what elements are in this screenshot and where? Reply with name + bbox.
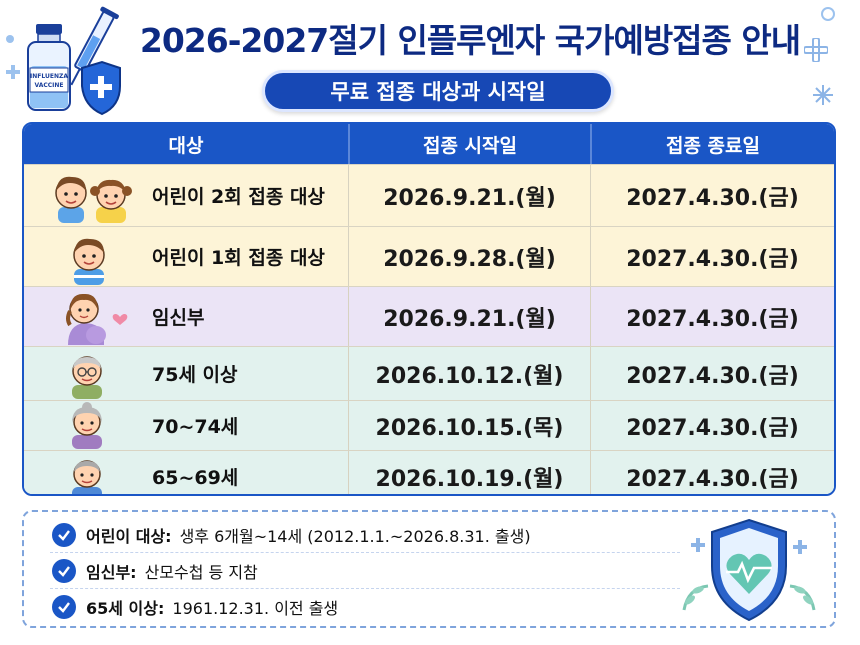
table-row: 75세 이상 2026.10.12.(월) 2027.4.30.(금) (24, 346, 834, 400)
table-row: 임신부 2026.9.21.(월) 2027.4.30.(금) (24, 286, 834, 346)
note-text: 생후 6개월~14세 (2012.1.1.~2026.8.31. 출생) (179, 527, 531, 546)
end-date-cell: 2027.4.30.(금) (590, 451, 834, 494)
table-header: 대상 접종 시작일 접종 종료일 (24, 124, 834, 164)
table-row: 어린이 1회 접종 대상 2026.9.28.(월) 2027.4.30.(금) (24, 226, 834, 286)
svg-text:INFLUENZA: INFLUENZA (30, 73, 68, 80)
table-row: 70~74세 2026.10.15.(목) 2027.4.30.(금) (24, 400, 834, 450)
checkmark-icon (52, 595, 76, 619)
end-date-cell: 2027.4.30.(금) (590, 227, 834, 286)
end-date-cell: 2027.4.30.(금) (590, 165, 834, 226)
table-row: 65~69세 2026.10.19.(월) 2027.4.30.(금) (24, 450, 834, 494)
note-key: 임신부: (86, 563, 137, 582)
two-children-icon (46, 171, 142, 227)
vaccine-vial-icon: INFLUENZA VACCINE (22, 6, 122, 118)
health-shield-icon (674, 514, 824, 628)
start-date-cell: 2026.10.15.(목) (348, 401, 590, 450)
elderly-woman-icon (62, 401, 112, 453)
senior-man-icon (62, 453, 112, 494)
note-item: 임신부: 산모수첩 등 지참 (52, 556, 258, 586)
column-header-end: 접종 종료일 (590, 124, 834, 164)
row-label: 65~69세 (152, 467, 239, 489)
start-date-cell: 2026.9.21.(월) (348, 287, 590, 346)
subtitle-banner: 무료 접종 대상과 시작일 (262, 70, 614, 112)
column-header-target: 대상 (168, 134, 204, 157)
note-text: 1961.12.31. 이전 출생 (172, 599, 339, 618)
end-date-cell: 2027.4.30.(금) (590, 401, 834, 450)
checkmark-icon (52, 559, 76, 583)
note-key: 어린이 대상: (86, 527, 172, 546)
start-date-cell: 2026.9.21.(월) (348, 165, 590, 226)
column-header-start: 접종 시작일 (348, 124, 590, 164)
notes-box: 어린이 대상: 생후 6개월~14세 (2012.1.1.~2026.8.31.… (22, 510, 836, 628)
plus-sign-icon (6, 64, 20, 79)
row-label: 어린이 1회 접종 대상 (152, 247, 325, 269)
note-item: 어린이 대상: 생후 6개월~14세 (2012.1.1.~2026.8.31.… (52, 520, 531, 550)
elderly-man-icon (62, 349, 112, 403)
note-text: 산모수첩 등 지참 (144, 563, 258, 582)
divider (50, 552, 680, 553)
child-icon (64, 231, 114, 289)
start-date-cell: 2026.10.12.(월) (348, 347, 590, 400)
sparkle-icon (820, 6, 836, 22)
end-date-cell: 2027.4.30.(금) (590, 287, 834, 346)
page-title: 2026-2027절기 인플루엔자 국가예방접종 안내 (139, 21, 801, 60)
start-date-cell: 2026.9.28.(월) (348, 227, 590, 286)
table-row: 어린이 2회 접종 대상 2026.9.21.(월) 2027.4.30.(금) (24, 164, 834, 226)
note-item: 65세 이상: 1961.12.31. 이전 출생 (52, 592, 338, 622)
checkmark-icon (52, 523, 76, 547)
snowflake-icon (812, 84, 834, 106)
pregnant-woman-icon (58, 289, 130, 349)
row-label: 70~74세 (152, 416, 239, 438)
start-date-cell: 2026.10.19.(월) (348, 451, 590, 494)
end-date-cell: 2027.4.30.(금) (590, 347, 834, 400)
row-label: 75세 이상 (152, 364, 238, 386)
schedule-table: 대상 접종 시작일 접종 종료일 어 (22, 122, 836, 496)
svg-text:VACCINE: VACCINE (34, 82, 63, 89)
divider (50, 588, 680, 589)
note-key: 65세 이상: (86, 599, 165, 618)
row-label: 어린이 2회 접종 대상 (152, 186, 325, 208)
row-label: 임신부 (152, 307, 205, 329)
sparkle-icon (4, 30, 16, 43)
